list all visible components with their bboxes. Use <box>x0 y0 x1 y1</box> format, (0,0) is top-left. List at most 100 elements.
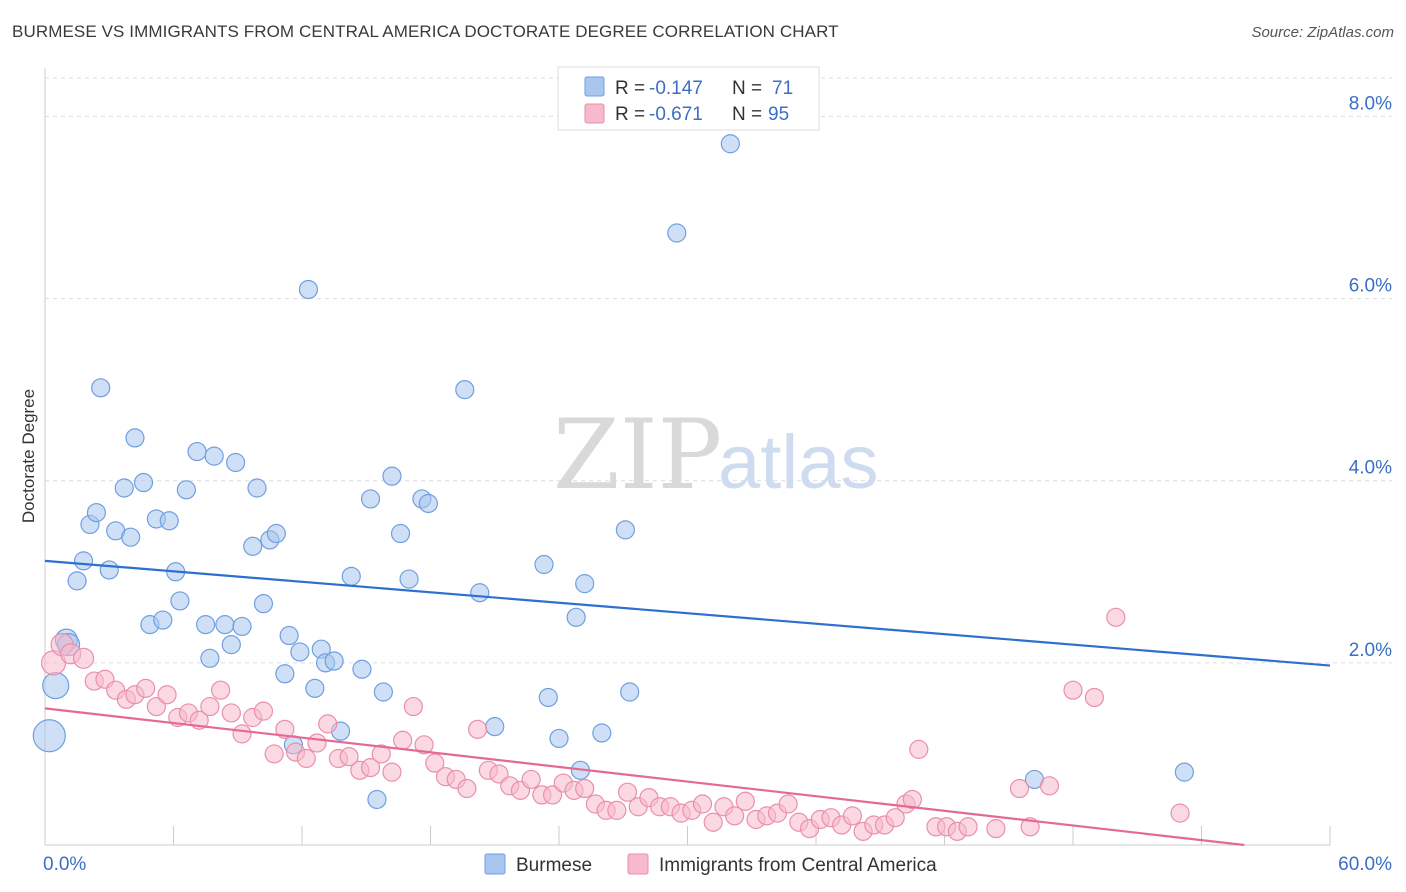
point-burmese <box>215 615 235 635</box>
point-central-america <box>371 744 391 764</box>
point-burmese <box>575 574 595 594</box>
point-burmese <box>32 719 66 753</box>
point-central-america <box>307 733 327 753</box>
watermark-zip: ZIP <box>553 399 722 511</box>
point-burmese <box>305 678 325 698</box>
y-axis-title: Doctorate Degree <box>19 389 38 523</box>
stats-legend-n-label: N = <box>732 78 762 99</box>
point-burmese <box>114 478 134 498</box>
x-tick-label: 0.0% <box>43 854 86 875</box>
point-burmese <box>382 466 402 486</box>
point-burmese <box>352 659 372 679</box>
point-burmese <box>279 625 299 646</box>
point-central-america <box>1063 680 1083 700</box>
point-burmese <box>196 615 216 635</box>
stats-legend-r-value: -0.671 <box>649 104 703 125</box>
point-central-america <box>607 800 627 820</box>
point-central-america <box>542 785 563 805</box>
point-burmese <box>200 648 220 668</box>
point-central-america <box>425 753 445 773</box>
point-burmese <box>253 594 274 614</box>
point-burmese <box>367 789 387 810</box>
point-central-america <box>414 735 434 755</box>
point-burmese <box>1174 762 1194 782</box>
point-burmese <box>566 607 586 627</box>
point-burmese <box>455 380 475 400</box>
point-burmese <box>91 378 111 398</box>
stats-legend-swatch-central-america <box>584 103 605 124</box>
point-central-america <box>489 764 509 784</box>
point-central-america <box>958 817 978 837</box>
point-central-america <box>1084 687 1105 708</box>
point-central-america <box>692 794 713 814</box>
point-central-america <box>735 791 755 811</box>
point-central-america <box>253 701 274 721</box>
point-burmese <box>204 446 224 466</box>
point-burmese <box>324 651 344 671</box>
point-burmese <box>121 527 141 547</box>
point-central-america <box>468 719 488 739</box>
point-central-america <box>1170 803 1190 823</box>
stats-legend-n-value: 71 <box>772 78 793 99</box>
point-burmese <box>232 616 252 637</box>
point-burmese <box>538 687 558 708</box>
point-central-america <box>221 703 241 723</box>
point-central-america <box>1009 778 1030 799</box>
trend-line-burmese <box>44 559 1331 667</box>
point-burmese <box>86 502 107 523</box>
point-burmese <box>42 672 70 700</box>
point-central-america <box>72 647 95 669</box>
point-burmese <box>243 536 263 556</box>
point-central-america <box>157 685 177 705</box>
point-burmese <box>226 452 246 473</box>
point-burmese <box>399 569 419 589</box>
point-central-america <box>778 794 798 814</box>
stats-legend-r-label: R = <box>615 104 645 125</box>
point-central-america <box>136 678 156 698</box>
y-tick-label: 6.0% <box>1349 276 1392 297</box>
bottom-legend: Burmese Immigrants from Central America <box>484 853 937 876</box>
point-central-america <box>703 812 723 832</box>
chart-source: Source: ZipAtlas.com <box>1251 24 1394 41</box>
point-burmese <box>667 223 687 243</box>
point-burmese <box>187 441 207 462</box>
point-burmese <box>615 520 635 540</box>
point-burmese <box>266 523 286 544</box>
point-burmese <box>620 682 640 702</box>
stats-legend-r-label: R = <box>615 78 645 99</box>
point-burmese <box>485 717 505 737</box>
point-central-america <box>725 806 745 826</box>
trend-line-central-america <box>44 707 1245 847</box>
point-central-america <box>902 789 922 810</box>
point-central-america <box>1106 607 1126 627</box>
point-central-america <box>275 719 295 739</box>
point-burmese <box>153 610 173 630</box>
point-central-america <box>146 696 166 717</box>
point-burmese <box>298 279 319 300</box>
point-central-america <box>264 744 284 764</box>
point-burmese <box>549 728 569 749</box>
point-burmese <box>221 635 241 655</box>
point-central-america <box>1020 817 1040 837</box>
legend-swatch-burmese <box>484 853 506 875</box>
stats-legend: R = -0.147 N = 71 R = -0.671 N = 95 <box>557 66 820 131</box>
point-central-america <box>909 739 929 759</box>
y-tick-label: 4.0% <box>1349 458 1392 479</box>
point-burmese <box>373 682 393 702</box>
point-burmese <box>275 664 295 684</box>
point-burmese <box>170 591 190 611</box>
point-burmese <box>125 428 145 448</box>
point-central-america <box>200 696 220 717</box>
point-central-america <box>232 724 252 744</box>
point-central-america <box>986 819 1006 839</box>
watermark-atlas: atlas <box>718 420 879 505</box>
point-central-america <box>339 747 359 767</box>
point-burmese <box>73 551 94 571</box>
stats-legend-n-label: N = <box>732 104 762 125</box>
point-central-america <box>403 696 423 717</box>
point-central-america <box>211 680 231 700</box>
point-burmese <box>720 134 740 154</box>
point-burmese <box>176 480 196 500</box>
point-burmese <box>341 566 361 586</box>
